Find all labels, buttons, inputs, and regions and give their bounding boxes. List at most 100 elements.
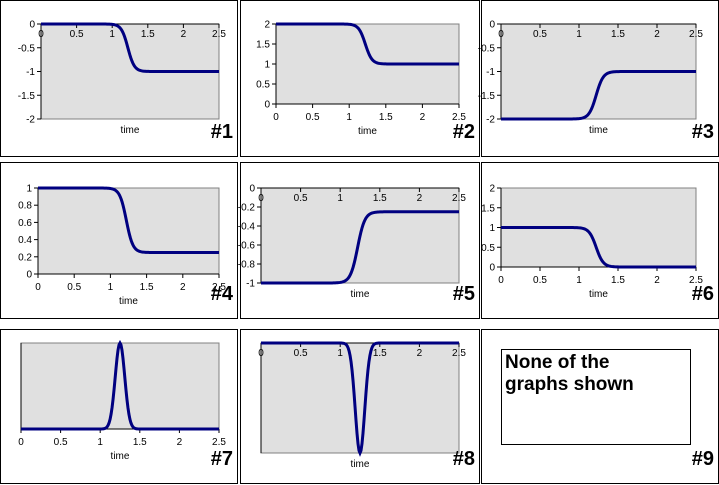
x-tick-label: 2 [420,112,426,123]
panel-3[interactable]: 0 -0.5 -1 -1.5 -2 0 0.5 1 1.5 2 2.5 time #3 [478,0,719,157]
y-tick-label: 1 [26,184,32,195]
panel-1[interactable]: 0 -0.5 -1 -1.5 -2 0 0.5 1 1.5 2 2.5 time #1 [0,0,238,157]
x-tick-label: 1 [337,193,343,204]
x-axis-label: time [351,289,370,300]
x-tick-label: 0 [498,29,504,40]
x-tick-label: 0 [35,282,41,293]
y-tick-label: 0.5 [481,243,495,254]
x-tick-label: 2.5 [452,348,466,359]
x-tick-label: 2.5 [212,29,226,40]
graph-number-7: #7 [210,448,233,470]
x-tick-label: 0.5 [294,348,308,359]
x-tick-label: 2 [654,275,660,286]
y-tick-label: -1 [486,67,495,78]
x-tick-label: 1.5 [140,282,154,293]
y-tick-label: 0 [249,184,255,195]
y-tick-label: -1 [26,67,35,78]
y-tick-label: 2 [489,184,495,195]
series-line [276,22,459,66]
x-tick-label: 1.5 [611,275,625,286]
y-tick-label: 0.6 [18,218,32,229]
graph-number-6: #6 [691,283,714,305]
y-tick-label: 1 [489,223,495,234]
x-tick-label: 2.5 [212,282,226,293]
none-of-the-graphs-box[interactable]: None of the graphs shown [501,349,691,445]
graph-2-svg: 2 1.5 1 0.5 00 0.5 1 1.5 2 2.5 time [256,20,466,138]
x-tick-label: 0 [498,275,504,286]
y-tick-label: 0.5 [256,80,270,91]
x-tick-label: 2 [417,193,423,204]
series-line [261,210,459,285]
y-tick-label: 0.2 [18,252,32,263]
graph-7-svg: 0 0.5 1 1.5 2 2.5 time [18,339,226,462]
x-tick-label: 0.5 [306,112,320,123]
y-tick-label: 0 [264,100,270,111]
x-tick-label: 0.5 [67,282,81,293]
x-tick-label: 1 [346,112,352,123]
graph-number-9: #9 [691,448,714,470]
y-tick-label: 0.4 [18,235,32,246]
y-tick-label: -1 [246,279,255,290]
y-tick-label: -0.5 [18,43,36,54]
series-line [501,70,696,121]
x-tick-label: 2 [177,437,183,448]
x-tick-label: 2 [181,29,187,40]
x-tick-label: 2 [180,282,186,293]
graph-8-svg: 0 0.5 1 1.5 2 2.5 time [258,341,466,470]
y-tick-label: -0.6 [238,241,256,252]
y-tick-label: 0 [29,20,35,31]
x-tick-label: 0 [273,112,279,123]
y-tick-label: -0.8 [238,260,256,271]
graph-number-5: #5 [452,283,475,305]
plot-area [20,342,220,430]
y-tick-label: 0 [26,270,32,281]
y-tick-label: 1.5 [481,203,495,214]
x-tick-label: 2.5 [212,437,226,448]
x-axis-label: time [351,459,370,470]
x-axis-label: time [121,125,140,136]
y-tick-label: -2 [486,115,495,126]
x-tick-label: 0 [258,193,264,204]
plot-area [260,342,460,454]
x-tick-label: 0 [18,437,24,448]
graph-number-3: #3 [691,121,714,143]
x-tick-label: 2 [417,348,423,359]
x-tick-label: 0.5 [70,29,84,40]
x-axis-label: time [589,125,608,136]
graph-6-svg: 2 1.5 1 0.5 00 0.5 1 1.5 2 2.5 time [481,184,703,301]
panel-5[interactable]: 0 -0.2 -0.4 -0.6 -0.8 -1 0 0.5 1 1.5 2 2.5 time #5 [238,162,480,319]
x-tick-label: 1.5 [373,348,387,359]
graph-number-8: #8 [452,448,475,470]
x-tick-label: 2 [654,29,660,40]
x-tick-label: 0 [38,29,44,40]
x-tick-label: 1.5 [611,29,625,40]
graph-4-svg: 1 0.8 0.6 0.4 0.2 00 0.5 1 1.5 2 2.5 time [18,184,226,308]
x-axis-label: time [111,451,130,462]
panel-6[interactable]: 2 1.5 1 0.5 0 0 0.5 1 1.5 2 2.5 time #6 [481,162,719,319]
x-tick-label: 0.5 [54,437,68,448]
graph-number-2: #2 [452,121,475,143]
x-tick-label: 2.5 [452,193,466,204]
x-tick-label: 1 [109,29,115,40]
x-tick-label: 1 [108,282,114,293]
x-tick-label: 1 [576,29,582,40]
x-tick-label: 1.5 [133,437,147,448]
y-tick-label: -0.2 [238,203,256,214]
series-line [501,226,696,269]
x-axis-label: time [358,126,377,137]
x-tick-label: 2.5 [689,29,703,40]
y-tick-label: 0 [489,263,495,274]
series-line [38,186,219,254]
x-axis-label: time [589,289,608,300]
panel-7[interactable]: 0 0.5 1 1.5 2 2.5 time #7 [0,329,238,484]
panel-2[interactable]: 2 1.5 1 0.5 0 0 0.5 1 1.5 2 2.5 time #2 [240,0,480,157]
y-tick-label: -2 [26,115,35,126]
panel-8[interactable]: 0 0.5 1 1.5 2 2.5 time #8 [240,329,480,484]
x-tick-label: 1 [337,348,343,359]
y-tick-label: -1.5 [18,91,36,102]
panel-4[interactable]: 1 0.8 0.6 0.4 0.2 0 0 0.5 1 1.5 2 2.5 time #4 [0,162,238,319]
panel-9[interactable]: None of the graphs shown #9 [481,329,719,484]
